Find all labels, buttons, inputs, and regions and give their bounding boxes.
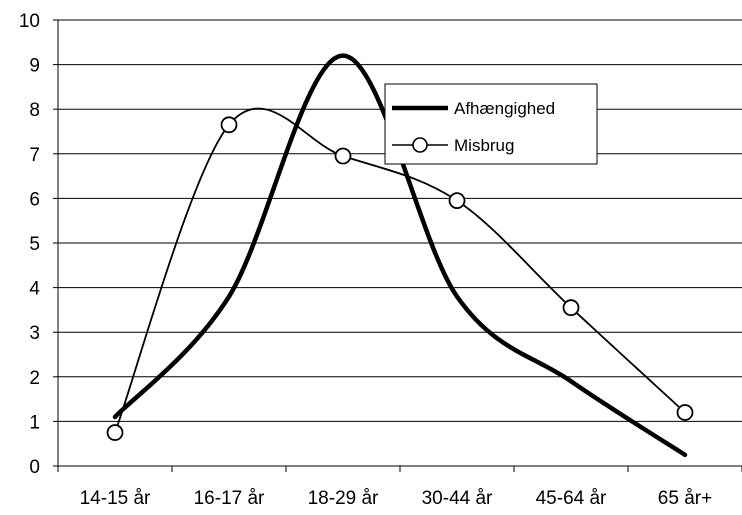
x-axis-ticks: 14-15 år 16-17 år 18-29 år 30-44 år 45-64 år… [57,466,742,509]
legend-marker-misbrug [412,137,428,153]
y-tick-label: 3 [29,323,40,344]
data-point-misbrug [220,116,238,134]
y-tick-label: 6 [29,189,40,210]
y-tick-label: 7 [29,145,40,166]
y-tick-label: 0 [29,457,40,478]
y-axis-ticks: 0 1 2 3 4 5 6 7 8 9 10 [19,11,58,478]
x-tick-label: 30-44 år [422,488,493,509]
legend-label-afhaengighed: Afhængighed [454,99,555,118]
x-tick-label: 16-17 år [194,488,265,509]
legend-label-misbrug: Misbrug [454,136,514,155]
data-point-misbrug [676,404,694,421]
data-point-misbrug [106,424,124,441]
y-tick-label: 9 [29,56,40,77]
gridlines [58,19,742,422]
y-tick-label: 1 [29,412,40,433]
x-tick-label: 18-29 år [308,488,379,509]
data-point-misbrug [562,299,580,317]
y-tick-label: 8 [29,100,40,121]
y-tick-label: 2 [29,368,40,389]
x-tick-label: 65 år+ [658,488,712,509]
series-line-afhaengighed [112,53,688,458]
legend: Afhængighed Misbrug [384,83,598,165]
y-tick-label: 5 [29,234,40,255]
y-tick-label: 10 [19,11,40,32]
x-tick-label: 14-15 år [80,488,151,509]
data-point-misbrug [334,147,352,165]
x-tick-label: 45-64 år [536,488,607,509]
data-point-misbrug [448,192,466,210]
y-tick-label: 4 [29,279,40,300]
series-group [106,53,694,458]
